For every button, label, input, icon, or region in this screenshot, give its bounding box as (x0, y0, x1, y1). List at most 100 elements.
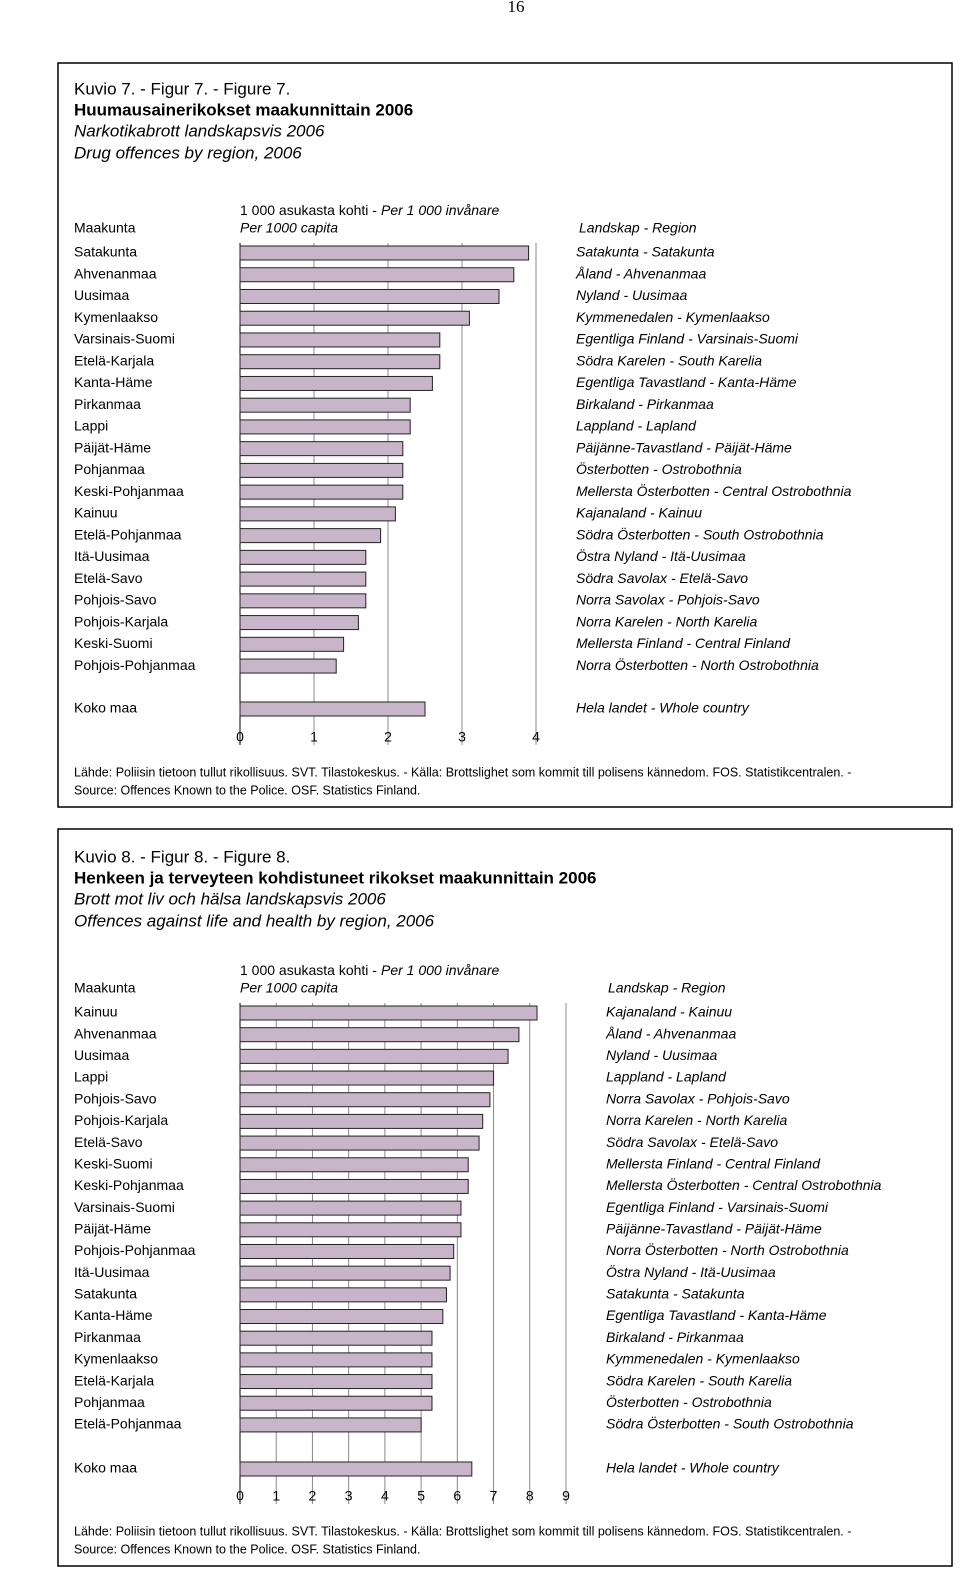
subtitle: Drug offences by region, 2006 (74, 143, 302, 162)
bar (239, 571, 367, 587)
region-label: Egentliga Tavastland - Kanta-Häme (576, 374, 797, 390)
region-label: Nyland - Uusimaa (576, 287, 687, 303)
source-note: Lähde: Poliisin tietoon tullut rikollisu… (74, 765, 851, 779)
bar (239, 1352, 433, 1368)
category-label: Päijät-Häme (74, 439, 151, 455)
source-note: Source: Offences Known to the Police. OS… (74, 1542, 420, 1556)
x-tick-label: 2 (309, 1488, 317, 1504)
region-label: Hela landet - Whole country (606, 1460, 780, 1476)
region-label: Åland - Ahvenanmaa (605, 1025, 736, 1041)
unit-sv: Per 1 000 invånare (381, 962, 500, 978)
region-label: Åland - Ahvenanmaa (575, 265, 706, 281)
bar (239, 506, 396, 522)
region-label: Kymmenedalen - Kymenlaakso (606, 1351, 800, 1367)
region-label: Mellersta Österbotten - Central Ostrobot… (576, 482, 852, 499)
region-label: Kajanaland - Kainuu (576, 505, 702, 521)
category-label: Etelä-Pohjanmaa (74, 526, 182, 542)
region-label: Österbotten - Ostrobothnia (576, 460, 742, 477)
bar (239, 636, 345, 652)
region-label: Södra Karelen - South Karelia (606, 1372, 792, 1388)
category-label: Itä-Uusimaa (74, 548, 150, 564)
region-label: Östra Nyland - Itä-Uusimaa (576, 547, 746, 564)
region-label: Östra Nyland - Itä-Uusimaa (606, 1263, 776, 1280)
source-note: Source: Offences Known to the Police. OS… (74, 783, 420, 797)
bar (239, 593, 367, 609)
region-label: Norra Savolax - Pohjois-Savo (576, 592, 760, 608)
source-note: Lähde: Poliisin tietoon tullut rikollisu… (74, 1524, 851, 1538)
region-label: Norra Österbotten - North Ostrobothnia (606, 1241, 849, 1258)
region-label: Satakunta - Satakunta (606, 1286, 745, 1302)
region-label: Kajanaland - Kainuu (606, 1004, 732, 1020)
bar (239, 288, 500, 304)
bar (239, 1330, 433, 1346)
subtitle: Brott mot liv och hälsa landskapsvis 200… (74, 889, 386, 908)
x-tick-label: 2 (384, 729, 392, 745)
x-tick-label: 6 (453, 1488, 461, 1504)
column-header: Maakunta (74, 220, 136, 236)
unit-label: 1 000 asukasta kohti - Per 1 000 invånare (240, 962, 500, 978)
category-label: Pohjois-Karjala (74, 613, 168, 629)
figure-label: Kuvio 7. - Figur 7. - Figure 7. (74, 79, 290, 98)
region-label: Södra Österbotten - South Ostrobothnia (606, 1415, 854, 1432)
category-label: Pirkanmaa (74, 1329, 141, 1345)
region-label: Päijänne-Tavastland - Päijät-Häme (576, 439, 792, 455)
x-tick-label: 3 (345, 1488, 353, 1504)
figure-frame (57, 828, 953, 1567)
bar (239, 1070, 495, 1086)
x-tick-label: 4 (532, 729, 540, 745)
region-label: Södra Savolax - Etelä-Savo (576, 570, 748, 586)
bar (239, 658, 337, 674)
region-label: Birkaland - Pirkanmaa (576, 396, 714, 412)
region-label: Österbotten - Ostrobothnia (606, 1393, 772, 1410)
x-tick-label: 5 (417, 1488, 425, 1504)
bar (239, 1222, 462, 1238)
unit-label: 1 000 asukasta kohti - Per 1 000 invånare (240, 202, 500, 218)
category-label: Etelä-Karjala (74, 352, 154, 368)
column-header: Landskap - Region (608, 980, 726, 996)
category-label: Etelä-Pohjanmaa (74, 1416, 182, 1432)
category-label: Kainuu (74, 505, 118, 521)
bar (239, 332, 441, 348)
category-label: Pohjois-Pohjanmaa (74, 657, 196, 673)
bar (239, 267, 515, 283)
category-label: Keski-Pohjanmaa (74, 1177, 184, 1193)
bar (239, 1200, 462, 1216)
bar (239, 1309, 444, 1325)
category-label: Ahvenanmaa (74, 1025, 157, 1041)
category-label: Pohjois-Savo (74, 592, 157, 608)
figure-frame (57, 62, 953, 808)
category-label: Pohjois-Karjala (74, 1112, 168, 1128)
bar (239, 397, 411, 413)
region-label: Satakunta - Satakunta (576, 244, 715, 260)
category-label: Ahvenanmaa (74, 265, 157, 281)
x-tick-label: 0 (236, 729, 244, 745)
bar (239, 528, 382, 544)
unit-sv: Per 1 000 invånare (381, 202, 500, 218)
bar (239, 1287, 447, 1303)
category-label: Kymenlaakso (74, 1351, 158, 1367)
category-label: Keski-Pohjanmaa (74, 483, 184, 499)
category-label: Kymenlaakso (74, 309, 158, 325)
category-label: Lappi (74, 1069, 108, 1085)
bar (239, 1243, 455, 1259)
region-label: Norra Savolax - Pohjois-Savo (606, 1090, 790, 1106)
bar (239, 1265, 451, 1281)
region-label: Egentliga Tavastland - Kanta-Häme (606, 1307, 827, 1323)
bar (239, 1027, 520, 1043)
bar (239, 462, 404, 478)
page-number: 16 (508, 0, 525, 16)
region-label: Södra Österbotten - South Ostrobothnia (576, 525, 824, 542)
category-label: Pohjois-Savo (74, 1090, 157, 1106)
region-label: Norra Karelen - North Karelia (606, 1112, 788, 1128)
x-tick-label: 3 (458, 729, 466, 745)
region-label: Norra Österbotten - North Ostrobothnia (576, 656, 819, 673)
region-label: Mellersta Finland - Central Finland (576, 635, 791, 651)
bar (239, 1461, 473, 1477)
bar (239, 1395, 433, 1411)
bar (239, 1417, 422, 1433)
unit-fi: 1 000 asukasta kohti - (240, 962, 377, 978)
x-tick-label: 0 (236, 1488, 244, 1504)
region-label: Mellersta Österbotten - Central Ostrobot… (606, 1176, 882, 1193)
region-label: Hela landet - Whole country (576, 700, 750, 716)
category-label: Pohjanmaa (74, 1394, 145, 1410)
